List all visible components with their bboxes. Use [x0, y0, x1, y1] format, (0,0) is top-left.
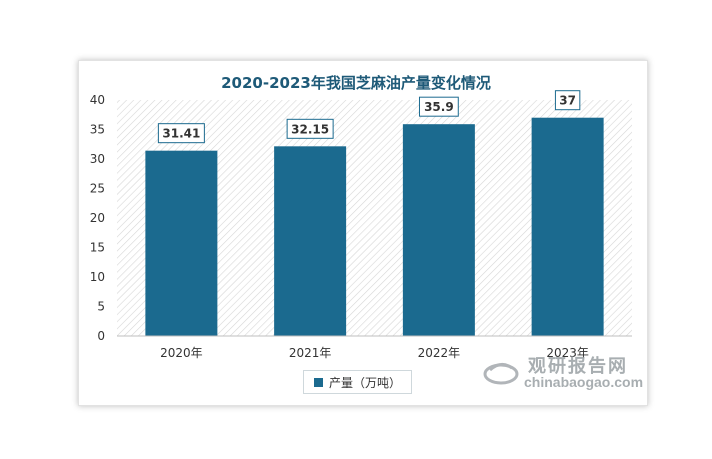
x-tick-label: 2022年	[418, 346, 461, 360]
watermark: 观研报告网 chinabaogao.com	[482, 352, 644, 402]
y-tick-label: 5	[97, 300, 105, 314]
legend-label: 产量（万吨）	[329, 375, 402, 390]
data-label: 32.15	[291, 122, 329, 136]
legend: 产量（万吨）	[303, 370, 413, 394]
data-label-box	[554, 90, 581, 111]
y-tick-label: 20	[90, 211, 105, 225]
y-tick-label: 25	[90, 182, 105, 196]
data-label: 31.41	[162, 127, 200, 141]
legend-swatch	[314, 377, 323, 387]
x-axis: 2020年 2021年 2022年 2023年	[117, 335, 632, 360]
data-label-box	[418, 96, 459, 117]
data-label-box	[286, 118, 334, 139]
y-tick-label: 30	[90, 152, 105, 166]
watermark-domain: chinabaogao.com	[524, 374, 644, 390]
bars: 31.41 32.15 35.9 37	[145, 90, 604, 336]
y-tick-label: 10	[90, 270, 105, 284]
x-tick-label: 2023年	[546, 346, 589, 360]
bar	[402, 124, 475, 336]
bar	[531, 117, 604, 336]
y-tick-label: 35	[90, 123, 105, 137]
bar	[274, 146, 347, 336]
data-label-box	[157, 123, 205, 144]
data-label: 35.9	[424, 100, 454, 114]
chart-title: 2020-2023年我国芝麻油产量变化情况	[221, 74, 491, 92]
x-tick-label: 2020年	[160, 346, 203, 360]
x-tick-label: 2021年	[289, 346, 332, 360]
y-tick-label: 15	[90, 241, 105, 255]
watermark-logo-icon	[483, 363, 519, 385]
data-label: 37	[559, 94, 576, 108]
y-axis: 0 5 10 15 20 25 30 35 40	[90, 93, 105, 343]
y-tick-label: 40	[90, 93, 105, 107]
bar	[145, 150, 218, 336]
y-tick-label: 0	[97, 329, 105, 343]
watermark-name: 观研报告网	[528, 356, 628, 377]
